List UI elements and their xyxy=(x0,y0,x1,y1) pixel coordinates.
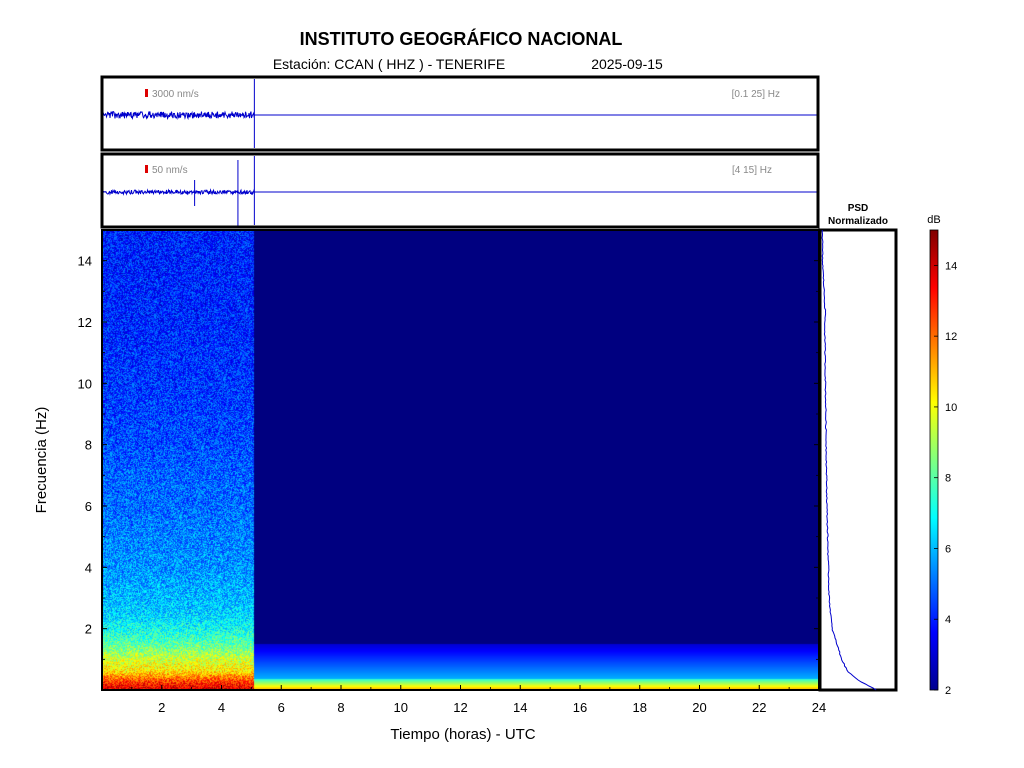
colorbar-tick-label: 8 xyxy=(945,473,951,485)
psd-panel: PSD Normalizado xyxy=(818,203,898,692)
x-tick-label: 2 xyxy=(158,700,165,715)
y-tick-label: 8 xyxy=(85,438,92,453)
y-tick-label: 12 xyxy=(78,315,92,330)
x-tick-label: 18 xyxy=(633,700,647,715)
y-tick-label: 2 xyxy=(85,622,92,637)
colorbar-tick-label: 2 xyxy=(945,685,951,697)
colorbar-ticks: 2 4 6 8 10 12 14 xyxy=(934,260,957,697)
colorbar: dB 2 4 6 8 10 12 14 xyxy=(927,214,957,697)
date-label: 2025-09-15 xyxy=(591,56,663,72)
scale-marker xyxy=(145,165,148,173)
y-tick-label: 10 xyxy=(78,376,92,391)
colorbar-tick-label: 10 xyxy=(945,402,957,414)
trace-panel-filtered: 50 nm/s [4 15] Hz xyxy=(100,152,820,229)
y-tick-label: 6 xyxy=(85,499,92,514)
colorbar-gradient xyxy=(929,229,939,691)
psd-curve xyxy=(821,229,877,691)
trace-band-label: [0.1 25] Hz xyxy=(732,89,780,100)
x-tick-label: 4 xyxy=(218,700,225,715)
scale-marker xyxy=(145,89,148,97)
psd-subtitle: Normalizado xyxy=(828,216,888,227)
x-tick-label: 14 xyxy=(513,700,527,715)
psd-title: PSD xyxy=(848,203,869,214)
y-tick-label: 14 xyxy=(78,254,92,269)
x-axis-label: Tiempo (horas) - UTC xyxy=(390,726,535,743)
x-tick-label: 12 xyxy=(453,700,467,715)
x-tick-label: 24 xyxy=(812,700,826,715)
x-tick-label: 8 xyxy=(337,700,344,715)
trace-waveform xyxy=(102,188,818,196)
x-axis-ticks: 2 4 6 8 10 12 14 16 18 20 22 24 xyxy=(131,685,826,715)
x-tick-label: 16 xyxy=(573,700,587,715)
x-tick-label: 10 xyxy=(394,700,408,715)
trace-panel-broadband: 3000 nm/s [0.1 25] Hz xyxy=(100,75,820,152)
trace-band-label: [4 15] Hz xyxy=(732,165,772,176)
colorbar-unit: dB xyxy=(927,214,940,226)
colorbar-tick-label: 6 xyxy=(945,543,951,555)
spectrogram-image xyxy=(102,230,819,690)
x-tick-label: 20 xyxy=(692,700,706,715)
colorbar-tick-label: 14 xyxy=(945,260,957,272)
station-label: Estación: CCAN ( HHZ ) - TENERIFE xyxy=(273,56,505,72)
seismic-trace-broadband xyxy=(102,79,818,148)
x-tick-label: 6 xyxy=(278,700,285,715)
figure-title: INSTITUTO GEOGRÁFICO NACIONAL xyxy=(300,28,623,49)
trace-scale-label: 3000 nm/s xyxy=(152,89,199,100)
seismic-trace-filtered xyxy=(102,156,818,227)
y-tick-label: 4 xyxy=(85,560,92,575)
y-axis-ticks: 2 4 6 8 10 12 14 xyxy=(78,254,819,660)
colorbar-tick-label: 12 xyxy=(945,331,957,343)
y-axis-label: Frecuencia (Hz) xyxy=(33,407,50,514)
trace-waveform xyxy=(102,110,818,121)
colorbar-tick-label: 4 xyxy=(945,614,951,626)
trace-scale-label: 50 nm/s xyxy=(152,165,188,176)
x-tick-label: 22 xyxy=(752,700,766,715)
